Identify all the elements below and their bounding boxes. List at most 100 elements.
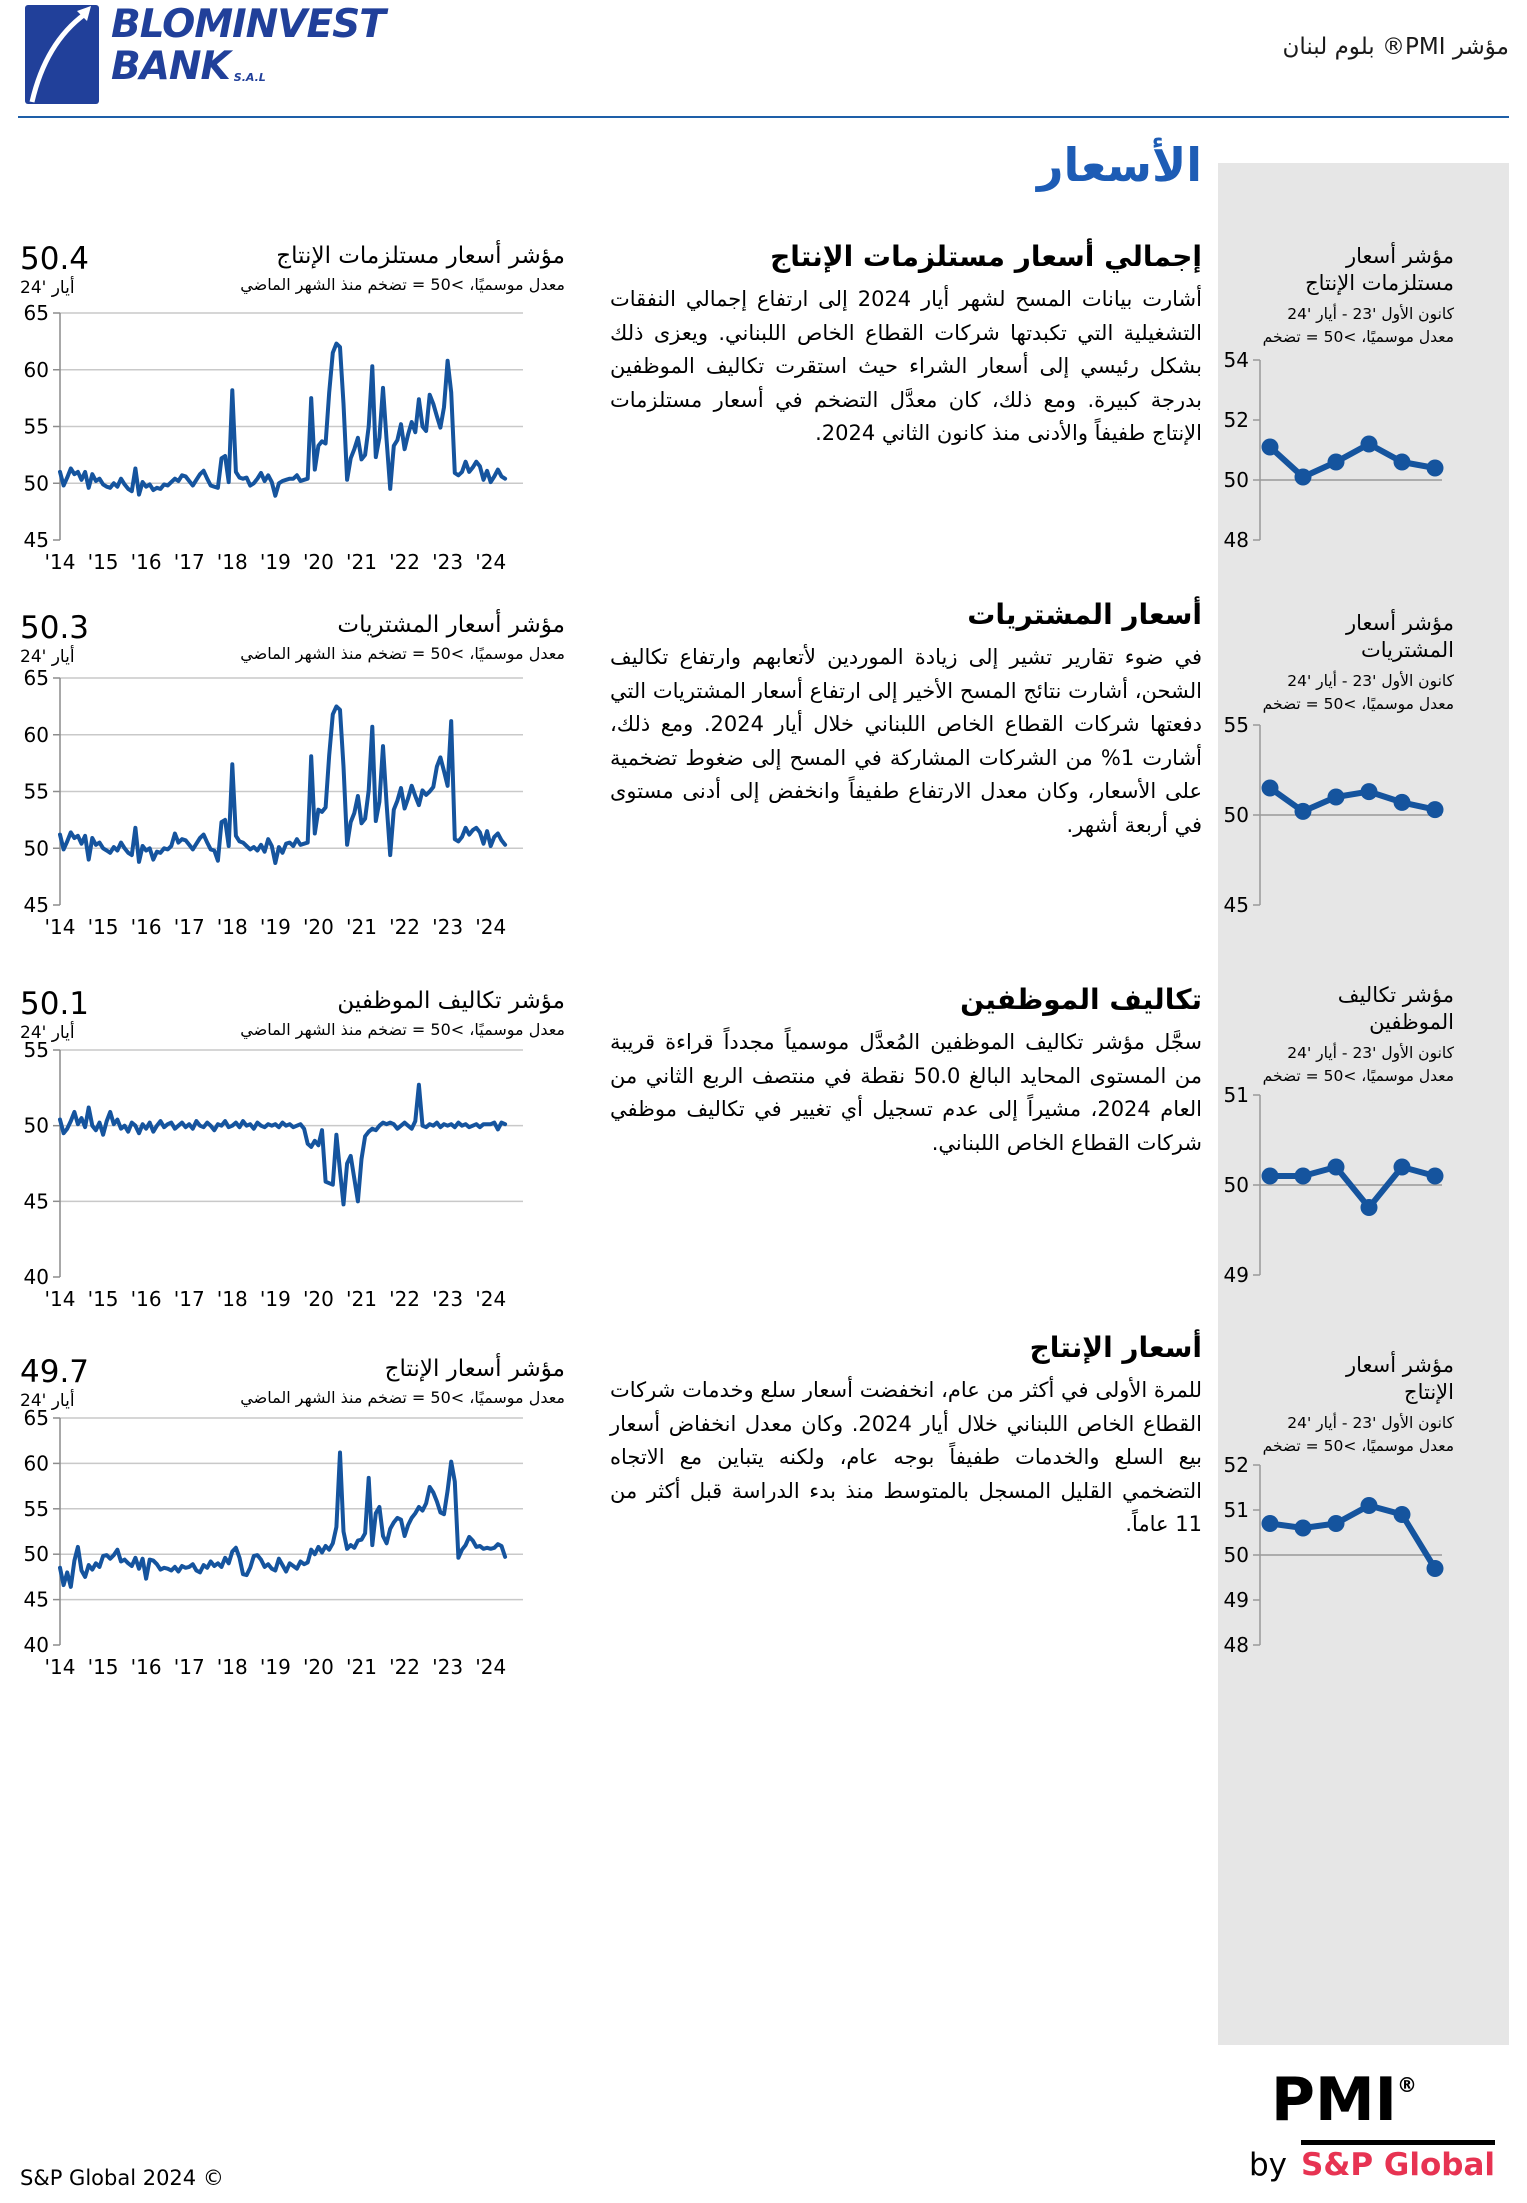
input-prices-latest-date: أيار '24 bbox=[20, 277, 75, 298]
svg-text:'17: '17 bbox=[174, 550, 205, 574]
output-prices-latest-value: 49.7 bbox=[20, 1354, 90, 1390]
purchase-prices-chart: 45 50 55 60 65 '14 '15 '16 '17 '18 '19 '20 '21 '22 '23… bbox=[20, 666, 565, 940]
svg-text:48: 48 bbox=[1224, 1633, 1249, 1657]
svg-text:'21: '21 bbox=[346, 1287, 377, 1311]
svg-text:'23: '23 bbox=[432, 550, 463, 574]
side-note: معدل موسميًا، >50 = تضخم bbox=[1262, 1066, 1454, 1085]
logo-line2: BANK bbox=[111, 44, 231, 89]
svg-text:'15: '15 bbox=[88, 1655, 119, 1679]
svg-text:'19: '19 bbox=[260, 915, 291, 939]
svg-text:'14: '14 bbox=[45, 550, 76, 574]
side-period: كانون الأول '23 - أيار '24 bbox=[1287, 1413, 1454, 1432]
svg-text:'17: '17 bbox=[174, 915, 205, 939]
side-title-line2: مستلزمات الإنتاج bbox=[1305, 271, 1454, 296]
svg-text:40: 40 bbox=[24, 1633, 49, 1657]
side-period: كانون الأول '23 - أيار '24 bbox=[1287, 1043, 1454, 1062]
side-title-line1: مؤشر أسعار bbox=[1345, 611, 1454, 635]
output-prices-chart-title: مؤشر أسعار الإنتاج bbox=[384, 1356, 565, 1382]
svg-text:45: 45 bbox=[24, 1189, 49, 1213]
svg-text:55: 55 bbox=[24, 1497, 49, 1521]
side-note: معدل موسميًا، >50 = تضخم bbox=[1262, 327, 1454, 346]
svg-text:'23: '23 bbox=[432, 915, 463, 939]
logo-line1: BLOMINVEST bbox=[111, 2, 386, 47]
svg-text:'17: '17 bbox=[174, 1287, 205, 1311]
purchase-prices-body: في ضوء تقارير تشير إلى زيادة الموردين لأ… bbox=[610, 645, 1203, 837]
purchase-prices-chart-subtitle: معدل موسميًا، >50 = تضخم منذ الشهر الماض… bbox=[240, 643, 565, 663]
svg-text:50: 50 bbox=[1224, 1543, 1249, 1567]
blominvest-logo-icon bbox=[25, 5, 99, 108]
svg-text:'21: '21 bbox=[346, 550, 377, 574]
pmi-sp-global-logo: PMI® by S&P Global bbox=[1249, 2070, 1497, 2181]
svg-text:51: 51 bbox=[1224, 1085, 1249, 1107]
input-prices-section: إجمالي أسعار مستلزمات الإنتاج أشارت بيان… bbox=[610, 240, 1202, 451]
svg-text:55: 55 bbox=[24, 780, 49, 804]
purchase-prices-minichart: 45 50 55 bbox=[1224, 713, 1474, 920]
svg-text:'20: '20 bbox=[303, 550, 334, 574]
input-prices-chart-title: مؤشر أسعار مستلزمات الإنتاج bbox=[276, 243, 565, 269]
svg-text:51: 51 bbox=[1224, 1498, 1249, 1522]
svg-text:60: 60 bbox=[24, 358, 49, 382]
svg-text:'14: '14 bbox=[45, 915, 76, 939]
sp-global-wordmark: S&P Global bbox=[1301, 2140, 1496, 2181]
svg-text:'17: '17 bbox=[174, 1655, 205, 1679]
input-prices-chart-subtitle: معدل موسميًا، >50 = تضخم منذ الشهر الماض… bbox=[240, 274, 565, 294]
svg-text:65: 65 bbox=[24, 303, 49, 325]
svg-text:'22: '22 bbox=[389, 1287, 420, 1311]
side-title-line2: المشتريات bbox=[1360, 638, 1454, 663]
svg-text:49: 49 bbox=[1224, 1263, 1249, 1287]
side-note: معدل موسميًا، >50 = تضخم bbox=[1262, 694, 1454, 713]
svg-text:'23: '23 bbox=[432, 1655, 463, 1679]
side-period: كانون الأول '23 - أيار '24 bbox=[1287, 304, 1454, 323]
staff-costs-body: سجَّل مؤشر تكاليف الموظفين المُعدَّل موس… bbox=[610, 1030, 1203, 1155]
svg-text:'15: '15 bbox=[88, 550, 119, 574]
purchase-prices-section: أسعار المشتريات في ضوء تقارير تشير إلى ز… bbox=[610, 598, 1202, 843]
svg-text:'18: '18 bbox=[217, 1287, 248, 1311]
svg-text:'16: '16 bbox=[131, 915, 162, 939]
output-prices-chart-subtitle: معدل موسميًا، >50 = تضخم منذ الشهر الماض… bbox=[240, 1387, 565, 1407]
side-title-line2: الإنتاج bbox=[1404, 1380, 1454, 1405]
svg-text:50: 50 bbox=[24, 471, 49, 495]
svg-text:'24: '24 bbox=[475, 1655, 506, 1679]
output-prices-chart: 40 45 50 55 60 65 '14 '15 '16 '17 '18 '19 '20 '21 '22 '… bbox=[20, 1406, 565, 1680]
output-prices-heading: أسعار الإنتاج bbox=[1029, 1331, 1202, 1364]
output-prices-side-block: مؤشر أسعار الإنتاج كانون الأول '23 - أيا… bbox=[1238, 1352, 1454, 1456]
svg-text:'21: '21 bbox=[346, 915, 377, 939]
svg-text:'18: '18 bbox=[217, 1655, 248, 1679]
svg-text:52: 52 bbox=[1224, 1455, 1249, 1477]
output-prices-latest-date: أيار '24 bbox=[20, 1390, 75, 1411]
staff-costs-chart-title: مؤشر تكاليف الموظفين bbox=[337, 988, 565, 1014]
svg-text:65: 65 bbox=[24, 668, 49, 690]
input-prices-latest-value: 50.4 bbox=[20, 241, 90, 277]
svg-text:'20: '20 bbox=[303, 1287, 334, 1311]
svg-text:45: 45 bbox=[24, 1588, 49, 1612]
svg-text:50: 50 bbox=[24, 836, 49, 860]
svg-text:45: 45 bbox=[24, 528, 49, 552]
svg-text:'14: '14 bbox=[45, 1287, 76, 1311]
svg-text:'16: '16 bbox=[131, 550, 162, 574]
svg-text:50: 50 bbox=[24, 1114, 49, 1138]
staff-costs-chart-header: 50.1 أيار '24 مؤشر تكاليف الموظفين معدل … bbox=[20, 988, 565, 1043]
svg-text:60: 60 bbox=[24, 723, 49, 747]
svg-text:'16: '16 bbox=[131, 1655, 162, 1679]
svg-text:'20: '20 bbox=[303, 1655, 334, 1679]
output-prices-body: للمرة الأولى في أكثر من عام، انخفضت أسعا… bbox=[610, 1378, 1202, 1537]
output-prices-section: أسعار الإنتاج للمرة الأولى في أكثر من عا… bbox=[610, 1331, 1202, 1542]
svg-text:55: 55 bbox=[24, 1040, 49, 1062]
staff-costs-chart-subtitle: معدل موسميًا، >50 = تضخم منذ الشهر الماض… bbox=[240, 1019, 565, 1039]
svg-text:'22: '22 bbox=[389, 915, 420, 939]
svg-text:'15: '15 bbox=[88, 915, 119, 939]
svg-text:52: 52 bbox=[1224, 408, 1249, 432]
svg-text:'23: '23 bbox=[432, 1287, 463, 1311]
svg-text:55: 55 bbox=[1224, 715, 1249, 737]
side-note: معدل موسميًا، >50 = تضخم bbox=[1262, 1436, 1454, 1455]
input-prices-chart: 45 50 55 60 65 '14 '15 '16 '17 '18 '19 '20 '21 '22 '23… bbox=[20, 301, 565, 575]
svg-text:'19: '19 bbox=[260, 550, 291, 574]
svg-text:50: 50 bbox=[1224, 803, 1249, 827]
staff-costs-section: تكاليف الموظفين سجَّل مؤشر تكاليف الموظف… bbox=[610, 983, 1202, 1160]
side-title-line1: مؤشر أسعار bbox=[1345, 244, 1454, 268]
summary-sidebar bbox=[1218, 163, 1509, 2045]
svg-text:'24: '24 bbox=[475, 550, 506, 574]
svg-text:'19: '19 bbox=[260, 1287, 291, 1311]
staff-costs-side-block: مؤشر تكاليف الموظفين كانون الأول '23 - أ… bbox=[1238, 982, 1454, 1086]
svg-text:'14: '14 bbox=[45, 1655, 76, 1679]
